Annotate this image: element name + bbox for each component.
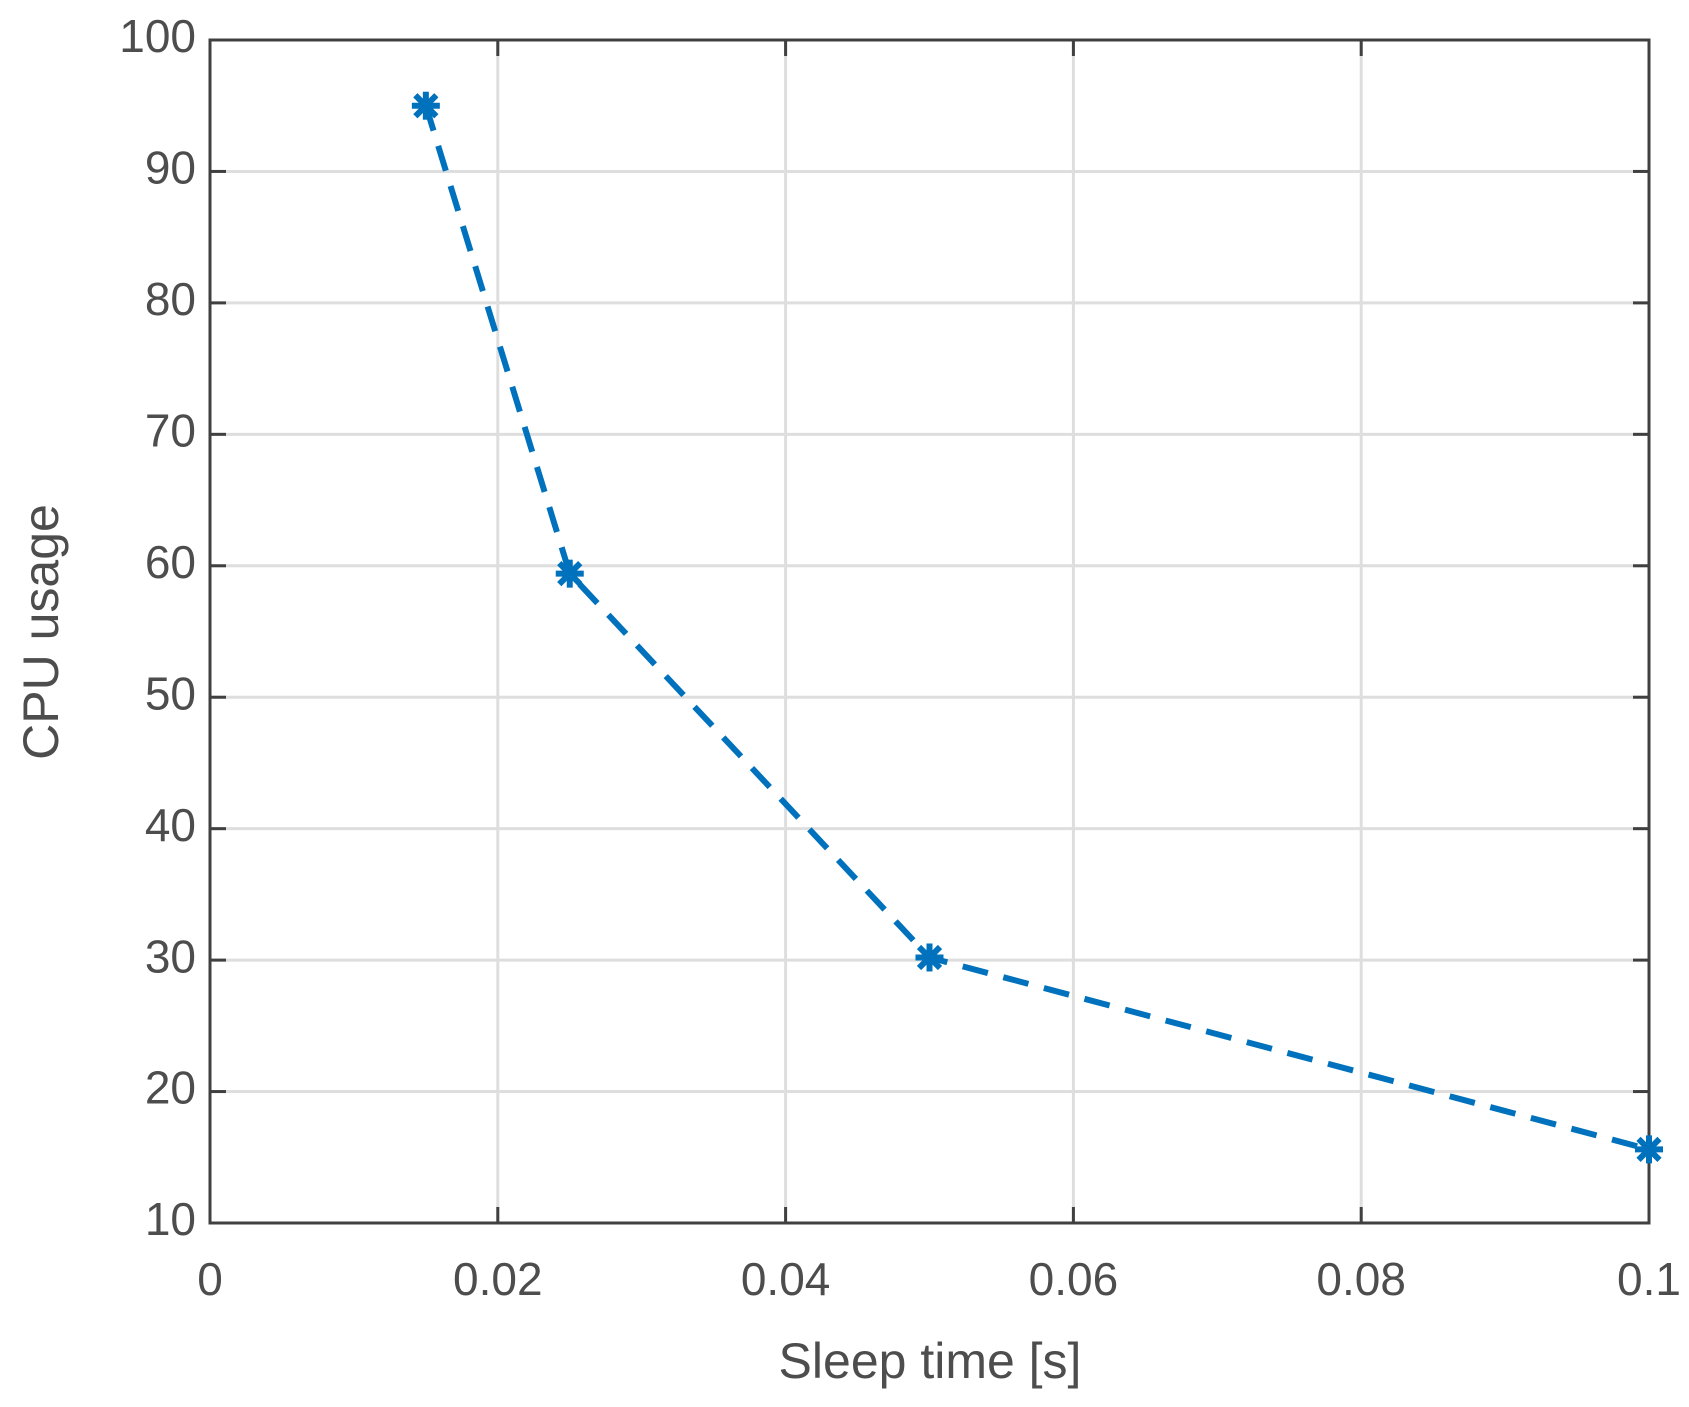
y-tick-label: 40 bbox=[145, 799, 196, 851]
x-tick-label: 0.04 bbox=[741, 1253, 831, 1305]
y-tick-label: 10 bbox=[145, 1193, 196, 1245]
x-tick-label: 0.08 bbox=[1316, 1253, 1406, 1305]
marker-stroke bbox=[557, 561, 583, 587]
x-tick-label: 0.1 bbox=[1617, 1253, 1681, 1305]
x-axis-label: Sleep time [s] bbox=[779, 1333, 1082, 1389]
data-point bbox=[555, 559, 584, 588]
y-tick-label: 30 bbox=[145, 930, 196, 982]
y-tick-label: 70 bbox=[145, 404, 196, 456]
y-tick-label: 50 bbox=[145, 667, 196, 719]
data-point bbox=[915, 943, 944, 972]
data-point bbox=[411, 91, 440, 120]
y-tick-label: 90 bbox=[145, 142, 196, 194]
plot-frame bbox=[208, 38, 1651, 1225]
data-point bbox=[1635, 1135, 1663, 1164]
y-axis-label: CPU usage bbox=[13, 504, 69, 760]
marker-stroke bbox=[916, 944, 943, 971]
marker-stroke bbox=[413, 93, 439, 119]
y-tick-label: 80 bbox=[145, 273, 196, 325]
y-tick-label: 60 bbox=[145, 536, 196, 588]
y-tick-label: 100 bbox=[119, 10, 196, 62]
x-tick-label: 0 bbox=[197, 1253, 223, 1305]
x-tick-label: 0.06 bbox=[1029, 1253, 1119, 1305]
y-tick-label: 20 bbox=[145, 1062, 196, 1114]
data-line bbox=[422, 104, 1650, 1153]
marker-stroke bbox=[1636, 1136, 1662, 1163]
x-tick-label: 0.02 bbox=[453, 1253, 543, 1305]
